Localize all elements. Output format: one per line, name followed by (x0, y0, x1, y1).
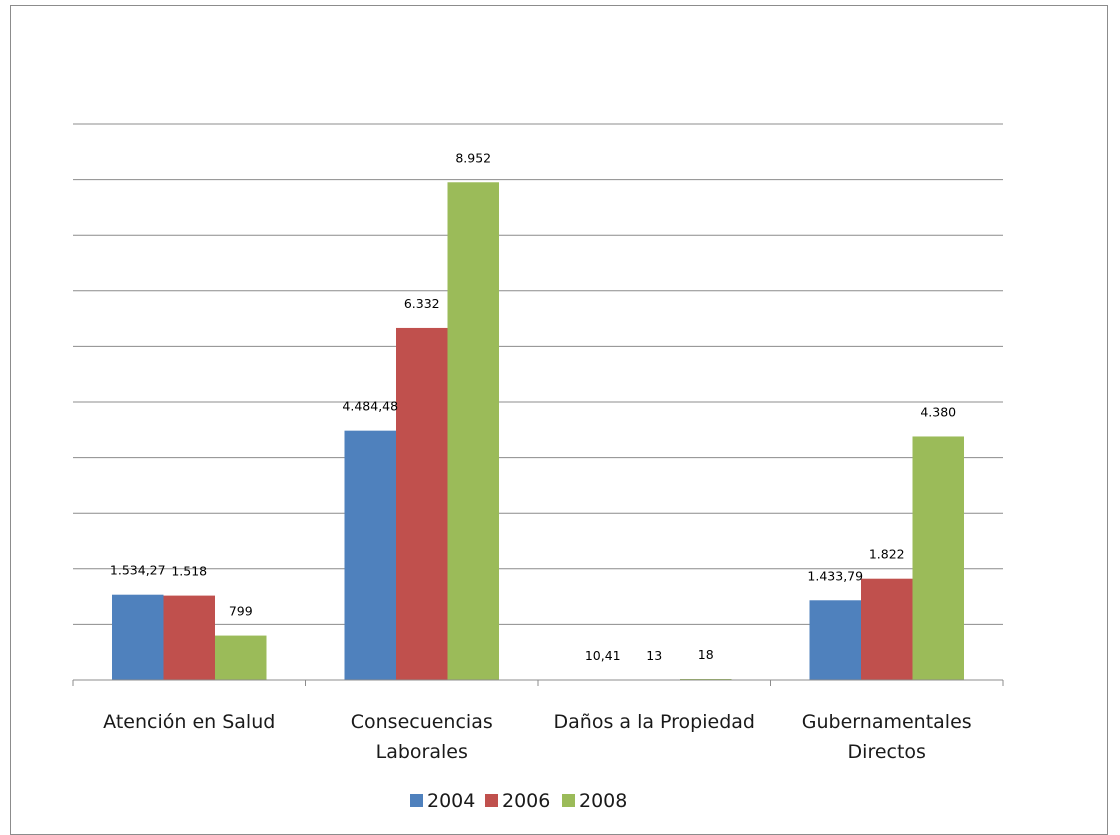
data-label: 1.518 (171, 564, 207, 579)
legend-label: 2008 (579, 790, 627, 812)
legend-label: 2006 (502, 790, 550, 812)
category-label: Gubernamentales (802, 711, 972, 733)
bar-2008 (215, 635, 267, 680)
bar-2008 (447, 182, 499, 680)
category-labels: Atención en Salud Consecuencias Laborales D… (103, 711, 972, 763)
x-axis (72, 679, 1004, 686)
data-label: 1.822 (869, 547, 905, 562)
data-label: 1.534,27 (110, 563, 166, 578)
data-label: 10,41 (585, 648, 621, 663)
legend-label: 2004 (427, 790, 475, 812)
data-labels: 1.534,27 1.518 799 4.484,48 6.332 8.952 10,41 1… (110, 150, 956, 663)
category-label: Atención en Salud (103, 711, 275, 733)
legend-swatch-2008 (562, 794, 575, 807)
legend: 2004 2006 2008 (410, 790, 627, 812)
category-label: Laborales (376, 741, 468, 763)
bar-2004 (809, 600, 861, 680)
data-label: 8.952 (455, 150, 491, 165)
bars (112, 182, 964, 680)
data-label: 6.332 (404, 296, 440, 311)
chart-frame (10, 5, 1108, 835)
bar-2006 (396, 327, 448, 680)
data-label: 4.380 (920, 404, 956, 419)
category-label: Daños a la Propiedad (554, 711, 755, 733)
data-label: 13 (646, 648, 662, 663)
bar-2004 (344, 430, 396, 680)
data-label: 1.433,79 (807, 568, 863, 583)
bar-2008 (912, 436, 964, 680)
category-label: Consecuencias (351, 711, 493, 733)
gridlines (73, 123, 1003, 625)
bar-2006 (163, 595, 215, 680)
bar-2004 (112, 594, 164, 680)
bar-2008 (680, 678, 732, 680)
legend-swatch-2006 (485, 794, 498, 807)
bar-2006 (861, 578, 913, 680)
data-label: 18 (698, 647, 714, 662)
data-label: 799 (229, 604, 253, 619)
data-label: 4.484,48 (342, 399, 398, 414)
legend-swatch-2004 (410, 794, 423, 807)
category-label: Directos (848, 741, 926, 763)
